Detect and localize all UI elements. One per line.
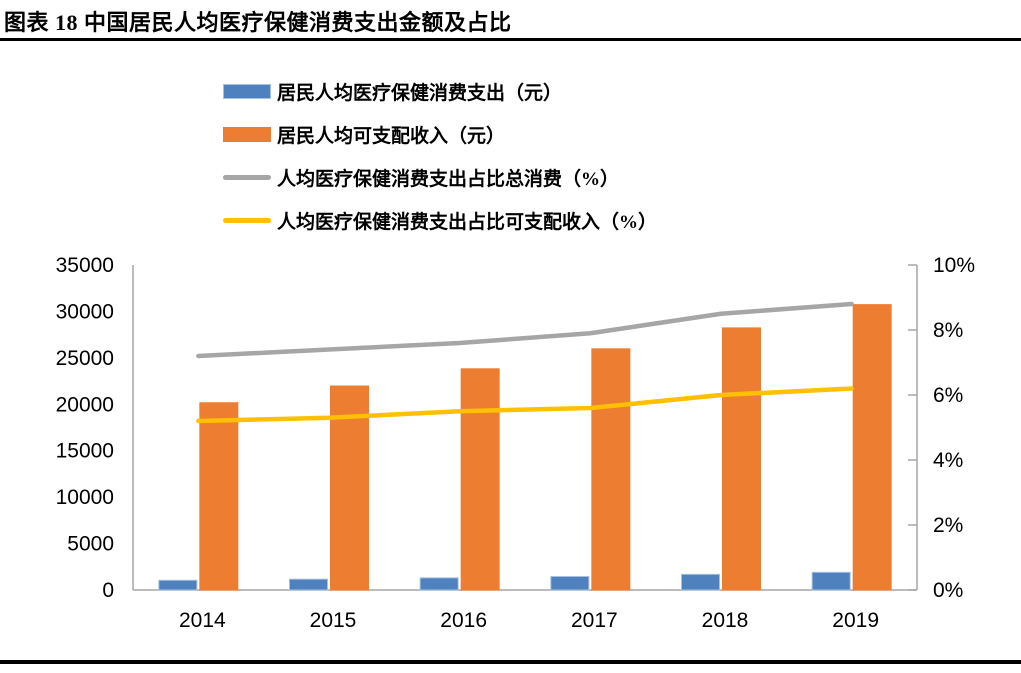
x-axis-category-label: 2017 (571, 609, 618, 632)
legend-swatch-yellow-line (223, 218, 271, 223)
x-axis-category-label: 2019 (832, 609, 879, 632)
legend-item-share-of-disposable-income: 人均医疗保健消费支出占比可支配收入（%） (223, 199, 657, 242)
right-axis-tick-label: 2% (933, 514, 963, 537)
left-axis-tick-label: 35000 (56, 254, 114, 277)
legend-swatch-blue-bar (223, 84, 271, 99)
right-axis-tick-label: 0% (933, 579, 963, 602)
right-axis-tick-label: 4% (933, 449, 963, 472)
line-share-of-total-consumption (196, 301, 854, 359)
bar-disposable-income-2019 (852, 304, 892, 591)
title-divider (0, 38, 1021, 41)
left-axis-tick-label: 15000 (56, 440, 114, 463)
legend-swatch-orange-bar (223, 127, 271, 142)
left-axis-tick-label: 30000 (56, 300, 114, 323)
bar-medical-expenditure-2017 (550, 576, 590, 591)
legend-item-medical-expenditure: 居民人均医疗保健消费支出（元） (223, 70, 657, 113)
legend-item-disposable-income: 居民人均可支配收入（元） (223, 113, 657, 156)
bar-disposable-income-2017 (591, 348, 631, 591)
x-axis-category-label: 2016 (440, 609, 487, 632)
chart-legend: 居民人均医疗保健消费支出（元） 居民人均可支配收入（元） 人均医疗保健消费支出占… (223, 70, 657, 242)
left-axis-tick-label: 0 (102, 579, 114, 602)
bar-medical-expenditure-2018 (681, 573, 720, 591)
x-axis-category-label: 2018 (702, 609, 749, 632)
left-axis-tick-label: 20000 (56, 393, 114, 416)
left-axis-tick-label: 5000 (67, 533, 114, 556)
bar-medical-expenditure-2014 (158, 579, 198, 591)
legend-label-share-of-disposable-income: 人均医疗保健消费支出占比可支配收入（%） (277, 212, 658, 233)
right-axis-tick-label: 6% (933, 384, 963, 407)
right-axis-tick-label: 10% (933, 254, 975, 277)
right-axis-tick-label: 8% (933, 319, 963, 342)
bar-medical-expenditure-2015 (289, 578, 328, 591)
figure-title: 图表 18 中国居民人均医疗保健消费支出金额及占比 (4, 10, 512, 35)
left-axis-tick-label: 10000 (56, 486, 114, 509)
bar-medical-expenditure-2016 (419, 577, 459, 591)
bar-disposable-income-2018 (722, 327, 761, 591)
legend-label-medical-expenditure: 居民人均医疗保健消费支出（元） (277, 83, 563, 104)
legend-item-share-of-total-consumption: 人均医疗保健消费支出占比总消费（%） (223, 156, 657, 199)
line-share-of-disposable-income (196, 386, 854, 424)
x-axis-category-label: 2014 (179, 609, 226, 632)
bar-disposable-income-2016 (460, 368, 500, 591)
bar-disposable-income-2015 (330, 385, 369, 591)
legend-label-disposable-income: 居民人均可支配收入（元） (277, 126, 506, 147)
bar-medical-expenditure-2019 (811, 571, 851, 591)
bar-disposable-income-2014 (199, 402, 239, 591)
bottom-divider (0, 660, 1021, 664)
combo-chart: 0 5000 10000 15000 20000 25000 30000 35000 0% 2% 4… (56, 254, 975, 632)
legend-label-share-of-total-consumption: 人均医疗保健消费支出占比总消费（%） (277, 169, 620, 190)
legend-swatch-gray-line (223, 175, 271, 180)
left-axis-tick-label: 25000 (56, 347, 114, 370)
x-axis-category-label: 2015 (310, 609, 357, 632)
